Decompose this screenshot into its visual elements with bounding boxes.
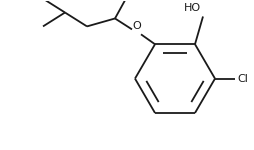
Text: HO: HO (184, 3, 201, 12)
Text: Cl: Cl (237, 74, 248, 84)
Text: O: O (133, 21, 141, 31)
